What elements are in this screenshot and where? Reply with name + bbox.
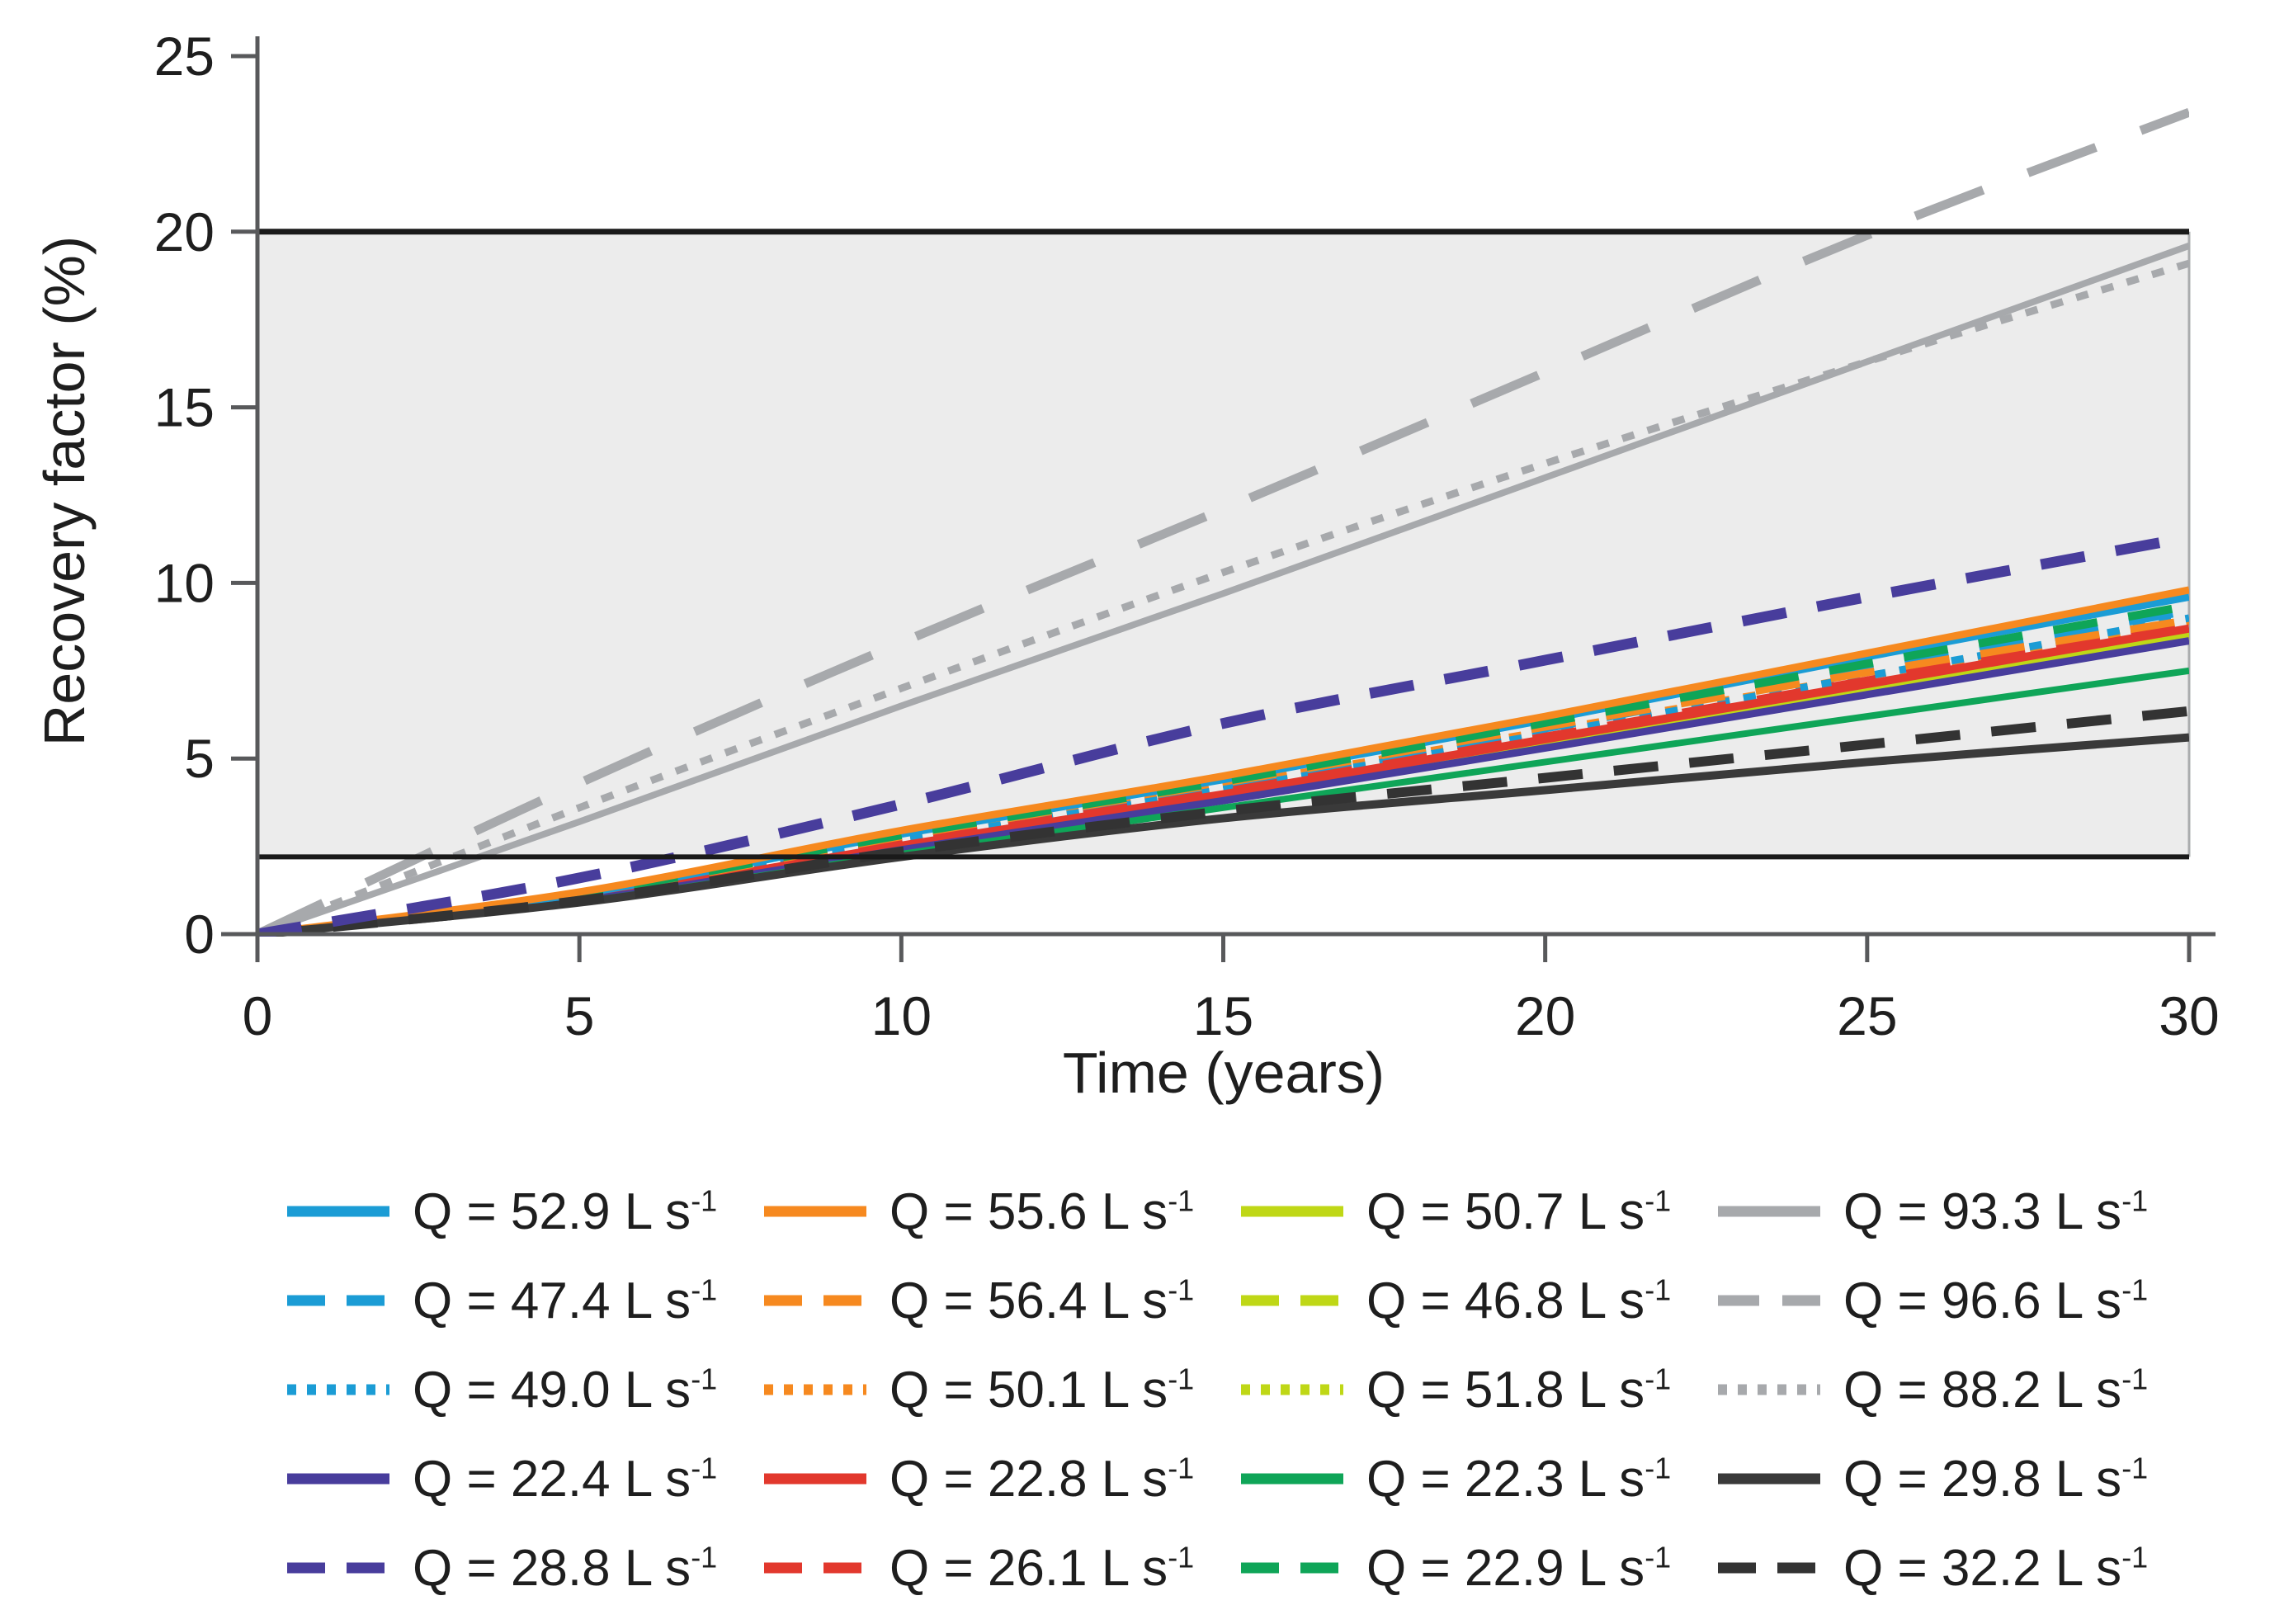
legend-line-swatch [764,1473,866,1485]
legend-label: Q = 56.4 L s-1 [890,1272,1195,1329]
legend-line-swatch [1718,1473,1820,1485]
legend-line-swatch [1241,1562,1343,1574]
legend-label: Q = 88.2 L s-1 [1843,1361,2149,1419]
series-line-q-93.3 [257,243,2189,937]
legend-item-q-96.6: Q = 96.6 L s-1 [1718,1256,2195,1345]
legend-line-swatch [1718,1295,1820,1306]
y-tick-label: 20 [154,201,215,262]
legend-line-swatch [1718,1384,1820,1395]
legend-line-swatch [764,1206,866,1217]
x-tick-label: 5 [564,985,595,1046]
series-line-q-32.2 [257,706,2189,937]
legend-item-q-47.4: Q = 47.4 L s-1 [287,1256,764,1345]
legend-label: Q = 32.2 L s-1 [1843,1539,2149,1597]
legend-label: Q = 55.6 L s-1 [890,1183,1195,1240]
legend-line-swatch [1241,1473,1343,1485]
legend-line-swatch [764,1384,866,1395]
y-tick-label: 0 [184,904,215,965]
series-line-q-55.6 [257,586,2189,937]
x-axis-title: Time (years) [1062,1041,1385,1105]
legend-item-q-22.9: Q = 22.9 L s-1 [1241,1523,1718,1612]
legend-line-swatch [287,1295,389,1306]
legend-item-q-46.8: Q = 46.8 L s-1 [1241,1256,1718,1345]
legend-item-q-28.8: Q = 28.8 L s-1 [287,1523,764,1612]
x-tick-label: 10 [871,985,932,1046]
series-line-q-88.2 [257,259,2189,937]
series-line-q-28.8 [257,531,2189,937]
legend-item-q-49.0: Q = 49.0 L s-1 [287,1345,764,1434]
legend-label: Q = 22.3 L s-1 [1366,1450,1672,1508]
legend-label: Q = 52.9 L s-1 [413,1183,718,1240]
legend-line-swatch [764,1295,866,1306]
legend-line-swatch [287,1384,389,1395]
legend-label: Q = 29.8 L s-1 [1843,1450,2149,1508]
x-tick-label: 30 [2159,985,2219,1046]
legend-label: Q = 28.8 L s-1 [413,1539,718,1597]
target-recovery-band [257,231,2189,857]
x-tick-label: 0 [243,985,273,1046]
legend-item-q-50.1: Q = 50.1 L s-1 [764,1345,1241,1434]
series-lines [257,107,2189,937]
legend-item-q-56.4: Q = 56.4 L s-1 [764,1256,1241,1345]
legend-item-q-88.2: Q = 88.2 L s-1 [1718,1345,2195,1434]
legend-label: Q = 50.1 L s-1 [890,1361,1195,1419]
y-tick-label: 10 [154,552,215,613]
legend: Q = 52.9 L s-1 Q = 55.6 L s-1 Q = 50.7 L s… [287,1167,2195,1612]
legend-label: Q = 49.0 L s-1 [413,1361,718,1419]
legend-item-q-32.2: Q = 32.2 L s-1 [1718,1523,2195,1612]
legend-line-swatch [764,1562,866,1574]
y-axis-ticks: 0 5 10 15 20 25 [154,26,257,965]
legend-line-swatch [287,1562,389,1574]
x-tick-label: 25 [1837,985,1897,1046]
legend-line-swatch [1241,1384,1343,1395]
legend-item-q-22.3: Q = 22.3 L s-1 [1241,1434,1718,1523]
legend-item-q-22.8: Q = 22.8 L s-1 [764,1434,1241,1523]
legend-item-q-51.8: Q = 51.8 L s-1 [1241,1345,1718,1434]
legend-label: Q = 50.7 L s-1 [1366,1183,1672,1240]
legend-item-q-29.8: Q = 29.8 L s-1 [1718,1434,2195,1523]
x-tick-label: 15 [1193,985,1253,1046]
legend-item-q-50.7: Q = 50.7 L s-1 [1241,1167,1718,1256]
legend-line-swatch [1718,1562,1820,1574]
legend-label: Q = 22.8 L s-1 [890,1450,1195,1508]
legend-item-q-26.1: Q = 26.1 L s-1 [764,1523,1241,1612]
legend-line-swatch [287,1206,389,1217]
legend-label: Q = 22.4 L s-1 [413,1450,718,1508]
legend-line-swatch [287,1473,389,1485]
x-axis-ticks: 0 5 10 15 20 25 30 [243,934,2220,1046]
legend-item-q-22.4: Q = 22.4 L s-1 [287,1434,764,1523]
legend-label: Q = 46.8 L s-1 [1366,1272,1672,1329]
legend-item-q-55.6: Q = 55.6 L s-1 [764,1167,1241,1256]
series-line-q-96.6 [257,107,2189,937]
legend-item-q-52.9: Q = 52.9 L s-1 [287,1167,764,1256]
legend-label: Q = 96.6 L s-1 [1843,1272,2149,1329]
legend-label: Q = 93.3 L s-1 [1843,1183,2149,1240]
legend-label: Q = 26.1 L s-1 [890,1539,1195,1597]
legend-item-q-93.3: Q = 93.3 L s-1 [1718,1167,2195,1256]
x-tick-label: 20 [1515,985,1575,1046]
legend-line-swatch [1241,1206,1343,1217]
legend-line-swatch [1241,1295,1343,1306]
y-tick-label: 25 [154,26,215,87]
y-tick-label: 5 [184,728,215,789]
legend-label: Q = 51.8 L s-1 [1366,1361,1672,1419]
legend-label: Q = 47.4 L s-1 [413,1272,718,1329]
y-axis-title: Recovery factor (%) [32,235,97,747]
legend-label: Q = 22.9 L s-1 [1366,1539,1672,1597]
legend-line-swatch [1718,1206,1820,1217]
y-tick-label: 15 [154,377,215,438]
